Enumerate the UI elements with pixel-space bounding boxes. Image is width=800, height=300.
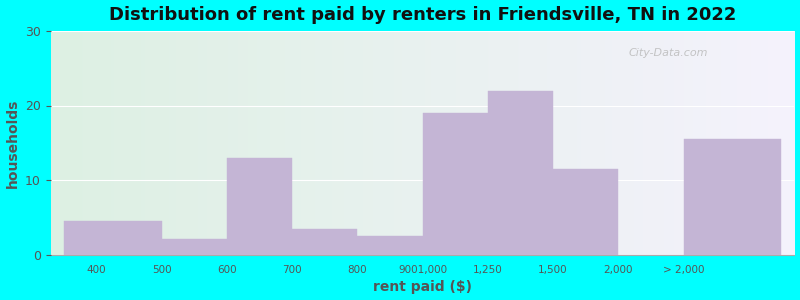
- Bar: [422, 113, 488, 255]
- Title: Distribution of rent paid by renters in Friendsville, TN in 2022: Distribution of rent paid by renters in …: [109, 6, 736, 24]
- Text: City-Data.com: City-Data.com: [628, 48, 708, 58]
- Bar: [227, 158, 292, 255]
- Bar: [553, 169, 618, 255]
- Bar: [488, 91, 553, 255]
- Bar: [358, 236, 422, 255]
- Y-axis label: households: households: [6, 98, 19, 188]
- Bar: [683, 139, 782, 255]
- Bar: [292, 229, 358, 255]
- X-axis label: rent paid ($): rent paid ($): [373, 280, 472, 294]
- Bar: [64, 221, 162, 255]
- Bar: [162, 239, 227, 255]
